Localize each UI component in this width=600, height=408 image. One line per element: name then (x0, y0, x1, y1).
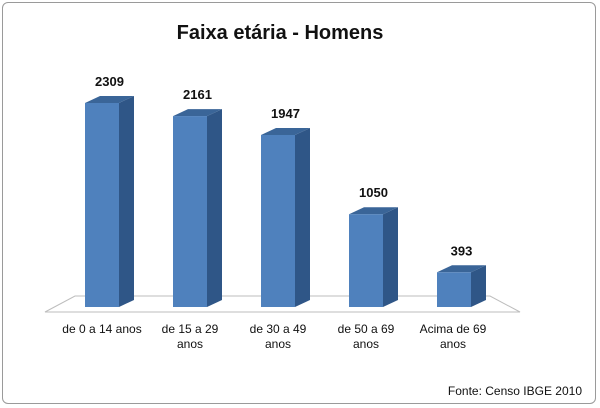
bar-top (261, 127, 310, 135)
category-label-line: anos (353, 337, 379, 351)
data-label-5: 393 (451, 243, 473, 258)
bar-side (383, 207, 398, 307)
category-label-line: de 50 a 69 (338, 322, 395, 336)
category-label-line: anos (440, 337, 466, 351)
bar-front (85, 103, 119, 307)
source-note: Fonte: Censo IBGE 2010 (447, 384, 582, 398)
category-label-line: anos (177, 337, 203, 351)
bar-5 (437, 265, 486, 307)
category-label-line: de 30 a 49 (250, 322, 307, 336)
category-label-line: de 0 a 14 anos (62, 322, 141, 336)
bar-2 (173, 109, 222, 307)
category-label-2: de 15 a 29 anos (162, 322, 219, 351)
data-label-3: 1947 (271, 106, 300, 121)
category-label-3: de 30 a 49 anos (250, 322, 307, 351)
bar-front (349, 214, 383, 307)
category-label-line: Acima de 69 (420, 322, 487, 336)
bar-1 (85, 96, 134, 307)
category-label-5: Acima de 69 anos (420, 322, 487, 351)
bar-side (295, 127, 310, 308)
bar-front (437, 272, 471, 307)
category-label-line: anos (265, 337, 291, 351)
chart-title: Faixa etária - Homens (176, 22, 384, 44)
category-label-line: de 15 a 29 (162, 322, 219, 336)
category-label-1: de 0 a 14 anos (62, 322, 141, 336)
data-label-1: 2309 (95, 74, 124, 89)
data-label-2: 2161 (183, 87, 212, 102)
bar-front (261, 134, 295, 307)
bar-top (349, 207, 398, 215)
category-label-4: de 50 a 69 anos (338, 322, 395, 351)
bar-front (173, 116, 207, 307)
data-label-4: 1050 (359, 185, 388, 200)
bar-side (471, 265, 486, 307)
bar-top (85, 96, 134, 103)
bar-4 (349, 207, 398, 307)
bar-side (207, 109, 222, 307)
bar-3 (261, 127, 310, 308)
bar-top (437, 265, 486, 273)
bar-side (119, 96, 134, 307)
bar-top (173, 109, 222, 117)
